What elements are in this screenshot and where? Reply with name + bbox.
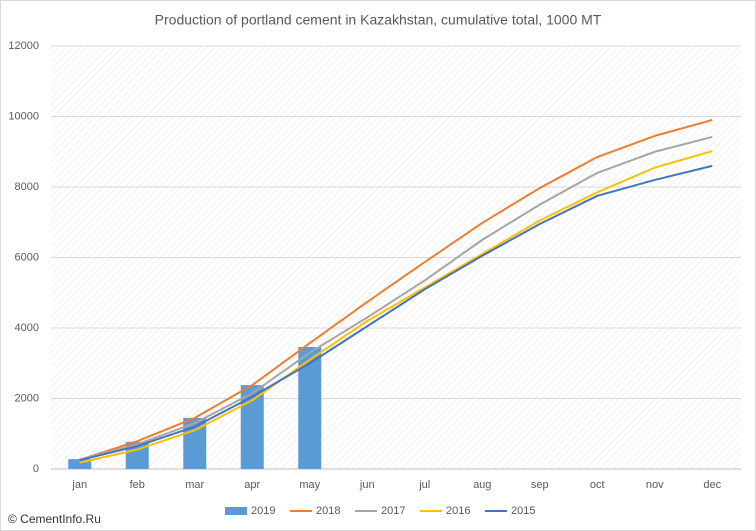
x-tick-label: aug [473,479,491,491]
x-tick-label: feb [130,479,145,491]
y-tick-label: 8000 [15,181,39,193]
line [79,119,713,461]
x-tick-label: oct [590,479,605,491]
legend-label: 2015 [511,505,535,517]
bar [183,417,207,469]
y-tick-label: 10000 [8,110,39,122]
x-tick-label: may [299,479,320,491]
legend-label: 2018 [316,505,340,517]
bar [240,385,264,469]
legend-swatch [225,507,247,515]
y-tick-label: 6000 [15,251,39,263]
x-tick-label: dec [703,479,721,491]
x-tick-label: mar [185,479,204,491]
chart-title: Production of portland cement in Kazakhs… [155,12,602,28]
x-tick-label: apr [244,479,260,491]
x-tick-label: jan [71,479,87,491]
y-tick-label: 12000 [8,40,39,52]
bar [298,347,322,469]
x-tick-label: jun [359,479,375,491]
x-tick-label: jul [418,479,430,491]
legend-label: 2016 [446,505,470,517]
x-tick-label: sep [531,479,549,491]
bar [68,459,92,469]
line [79,135,713,461]
y-tick-label: 4000 [15,322,39,334]
source: © CementInfo.Ru [8,512,101,526]
y-tick-label: 0 [33,463,39,475]
y-tick-label: 2000 [15,392,39,404]
legend-label: 2019 [251,505,275,517]
legend-label: 2017 [381,505,405,517]
x-tick-label: nov [646,479,664,491]
line [79,164,713,462]
line [79,150,713,464]
